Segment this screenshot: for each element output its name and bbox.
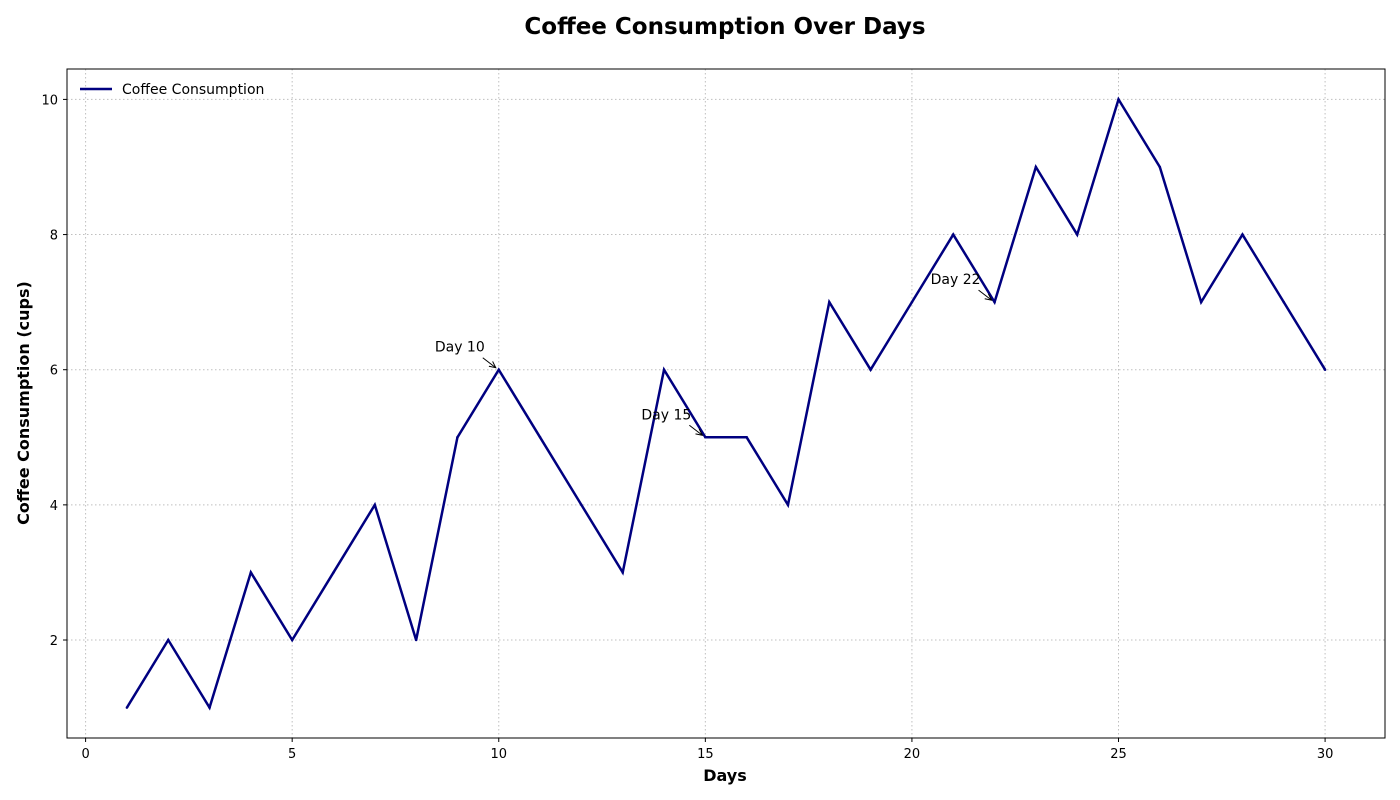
- legend: Coffee Consumption: [80, 82, 264, 98]
- data-point: [662, 368, 666, 371]
- x-tick-label: 20: [904, 747, 921, 762]
- data-point: [125, 706, 129, 709]
- annotation-label: Day 22: [931, 272, 981, 288]
- y-tick-label: 8: [50, 229, 58, 244]
- data-point: [332, 571, 335, 574]
- y-tick-label: 2: [50, 634, 58, 649]
- annotation-arrow: [689, 424, 703, 436]
- data-point: [1075, 233, 1079, 236]
- y-axis-ticks: 2 4 6 8 10: [41, 93, 67, 649]
- data-point: [538, 436, 542, 439]
- data-point: [580, 503, 583, 507]
- series-layer: [125, 96, 1327, 711]
- data-point: [1034, 165, 1038, 169]
- data-point: [290, 638, 294, 642]
- data-point: [786, 503, 790, 507]
- data-point: [869, 368, 872, 371]
- series-line: [125, 96, 1327, 711]
- data-point: [456, 436, 459, 439]
- x-tick-label: 30: [1317, 747, 1334, 762]
- legend-label: Coffee Consumption: [122, 82, 264, 98]
- y-tick-label: 4: [50, 499, 58, 514]
- data-point: [373, 503, 377, 507]
- data-point: [249, 571, 253, 574]
- data-point: [621, 571, 624, 574]
- data-point: [1117, 98, 1120, 101]
- annotation-label: Day 10: [435, 340, 485, 356]
- data-point: [1323, 368, 1327, 371]
- annotation-arrow: [978, 289, 992, 301]
- data-point: [1158, 165, 1162, 169]
- y-tick-label: 10: [41, 93, 58, 108]
- data-point: [1282, 300, 1286, 304]
- x-tick-label: 10: [490, 747, 507, 762]
- x-tick-label: 15: [697, 747, 714, 762]
- x-axis-label: Days: [703, 766, 747, 785]
- x-axis-ticks: 0 5 10 15 20 25 30: [81, 738, 1333, 762]
- annotations: Day 10 Day 15 Day 22: [435, 272, 993, 436]
- data-point: [1241, 233, 1244, 236]
- x-tick-label: 0: [81, 747, 89, 762]
- chart-title: Coffee Consumption Over Days: [524, 14, 925, 40]
- data-point: [993, 300, 996, 304]
- annotation-arrowhead: [695, 428, 704, 436]
- x-tick-label: 5: [288, 747, 296, 762]
- data-point: [414, 638, 418, 642]
- data-point: [745, 436, 748, 439]
- data-point: [166, 638, 170, 642]
- data-point: [497, 368, 501, 371]
- x-tick-label: 25: [1110, 747, 1127, 762]
- data-point: [704, 436, 707, 439]
- data-point: [951, 233, 955, 236]
- annotation-arrow: [482, 357, 497, 369]
- data-point: [910, 300, 914, 304]
- data-point: [1199, 300, 1203, 304]
- data-point: [208, 706, 211, 709]
- grid: [67, 69, 1385, 738]
- y-tick-label: 6: [50, 364, 58, 379]
- annotation-arrowhead: [488, 361, 497, 369]
- annotation-arrowhead: [984, 293, 993, 301]
- y-axis-label: Coffee Consumption (cups): [14, 281, 33, 525]
- data-point: [828, 300, 831, 304]
- plot-frame: [66, 68, 1386, 739]
- annotation-label: Day 15: [641, 407, 691, 423]
